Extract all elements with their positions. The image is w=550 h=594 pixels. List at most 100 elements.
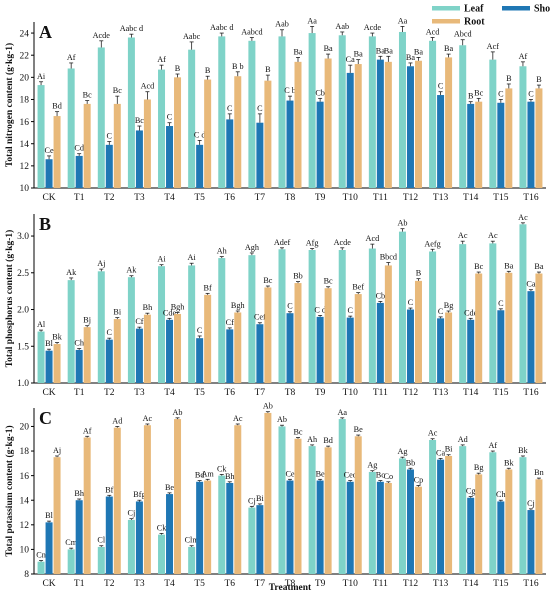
bar-B-shoot-T13 bbox=[437, 318, 445, 383]
data-label: Ba bbox=[534, 262, 543, 271]
x-tick-label: T1 bbox=[74, 579, 85, 589]
data-label: Aabc bbox=[183, 32, 201, 41]
bar-C-leaf-T11 bbox=[368, 471, 376, 574]
bar-A-shoot-T10 bbox=[346, 72, 354, 188]
data-label: Acf bbox=[487, 42, 500, 51]
bar-B-leaf-T3 bbox=[127, 277, 135, 383]
data-label: B bbox=[205, 66, 211, 75]
bar-C-shoot-T6 bbox=[226, 483, 234, 574]
data-label: B bbox=[506, 74, 512, 83]
bar-B-shoot-T8 bbox=[286, 313, 294, 383]
bar-A-leaf-T1 bbox=[67, 68, 75, 188]
bar-C-root-T2 bbox=[113, 427, 121, 574]
bar-C-shoot-T10 bbox=[346, 481, 354, 574]
bar-A-leaf-T8 bbox=[278, 36, 286, 189]
data-label: Ah bbox=[217, 247, 227, 256]
data-label: Ab bbox=[397, 219, 407, 228]
bar-A-root-T3 bbox=[143, 99, 151, 188]
x-tick-label: T16 bbox=[523, 193, 539, 203]
bar-A-shoot-T6 bbox=[226, 119, 234, 188]
data-label: Bbcd bbox=[380, 252, 397, 261]
bar-A-leaf-T2 bbox=[97, 47, 105, 188]
data-label: Bd bbox=[52, 102, 62, 111]
bar-C-shoot-T4 bbox=[166, 494, 174, 574]
bar-C-leaf-T3 bbox=[127, 519, 135, 574]
data-label: Acde bbox=[93, 31, 111, 40]
y-tick-label: 16 bbox=[20, 472, 30, 482]
data-label: Ad bbox=[458, 435, 468, 444]
bar-B-root-T3 bbox=[143, 314, 151, 383]
data-label: Af bbox=[157, 55, 166, 64]
data-label: Ba bbox=[406, 53, 415, 62]
data-label: Af bbox=[519, 52, 528, 61]
y-axis-title-B: Total phosphorus content (g·kg-1) bbox=[4, 230, 15, 368]
y-tick-label: 20 bbox=[20, 74, 30, 84]
x-tick-label: T1 bbox=[74, 388, 85, 398]
x-tick-label: T7 bbox=[255, 193, 266, 203]
bar-A-root-T16 bbox=[535, 88, 543, 188]
bar-B-shoot-T2 bbox=[105, 339, 113, 383]
data-label: Aa bbox=[307, 16, 317, 25]
panel-letter-C: C bbox=[39, 408, 52, 428]
x-tick-label: T7 bbox=[255, 388, 266, 398]
data-label: Co bbox=[384, 472, 394, 481]
bar-B-shoot-T16 bbox=[527, 291, 535, 383]
data-label: Acde bbox=[334, 238, 352, 247]
data-label: Ba bbox=[444, 44, 453, 53]
bar-A-shoot-T11 bbox=[376, 59, 384, 189]
data-label: Ac bbox=[488, 231, 498, 240]
data-label: Bd bbox=[323, 436, 333, 445]
bar-A-leaf-T11 bbox=[368, 36, 376, 189]
data-label: Bj bbox=[83, 316, 91, 325]
bar-B-leaf-T8 bbox=[278, 249, 286, 383]
data-label: Ba bbox=[376, 46, 385, 55]
data-label: Bi bbox=[256, 494, 264, 503]
bar-B-leaf-T2 bbox=[97, 271, 105, 383]
y-tick-label: 12 bbox=[20, 162, 30, 172]
bar-A-leaf-T15 bbox=[489, 59, 497, 189]
data-label: Aabc d bbox=[210, 23, 233, 32]
data-label: C bbox=[408, 298, 414, 307]
x-tick-label: T15 bbox=[493, 193, 509, 203]
data-label: Ba bbox=[324, 44, 333, 53]
bar-B-root-T13 bbox=[445, 312, 453, 383]
data-label: Bc bbox=[376, 471, 385, 480]
data-label: Aab bbox=[275, 20, 289, 29]
data-label: Aefg bbox=[424, 239, 440, 248]
x-tick-label: T10 bbox=[343, 193, 359, 203]
bar-A-shoot-T2 bbox=[105, 144, 113, 188]
data-label: C bbox=[287, 302, 293, 311]
y-tick-label: 18 bbox=[20, 447, 30, 457]
legend-label-shoot: Shoot bbox=[534, 4, 550, 15]
bar-A-root-T5 bbox=[204, 79, 212, 188]
data-label: Bc bbox=[135, 116, 144, 125]
bar-A-root-T6 bbox=[234, 76, 242, 188]
x-tick-label: T12 bbox=[403, 579, 419, 589]
bar-B-root-T10 bbox=[354, 294, 362, 383]
bar-C-shoot-T9 bbox=[316, 480, 324, 574]
bar-A-leaf-T10 bbox=[338, 35, 346, 188]
bar-C-shoot-T1 bbox=[75, 500, 83, 574]
data-label: Bc bbox=[293, 428, 302, 437]
legend-swatch-leaf bbox=[432, 6, 460, 11]
x-tick-label: T10 bbox=[343, 388, 359, 398]
data-label: C bbox=[227, 104, 233, 113]
bar-B-root-T16 bbox=[535, 273, 543, 383]
x-tick-label: T9 bbox=[315, 579, 326, 589]
legend-swatch-shoot bbox=[502, 6, 530, 11]
bar-B-shoot-T9 bbox=[316, 316, 324, 383]
bar-B-shoot-T14 bbox=[467, 319, 475, 383]
x-tick-label: T8 bbox=[285, 579, 296, 589]
data-label: Bd bbox=[195, 471, 205, 480]
bar-A-shoot-T14 bbox=[467, 103, 475, 188]
bar-B-leaf-T12 bbox=[398, 231, 406, 383]
bar-C-leaf-T4 bbox=[158, 534, 166, 574]
data-label: Cn bbox=[36, 550, 46, 559]
bar-C-root-T1 bbox=[83, 437, 91, 574]
bar-C-shoot-T13 bbox=[437, 459, 445, 574]
legend-swatch-root bbox=[432, 19, 460, 24]
bar-B-leaf-T5 bbox=[188, 265, 196, 383]
bar-C-root-T13 bbox=[445, 455, 453, 574]
bar-B-leaf-T6 bbox=[218, 258, 226, 383]
